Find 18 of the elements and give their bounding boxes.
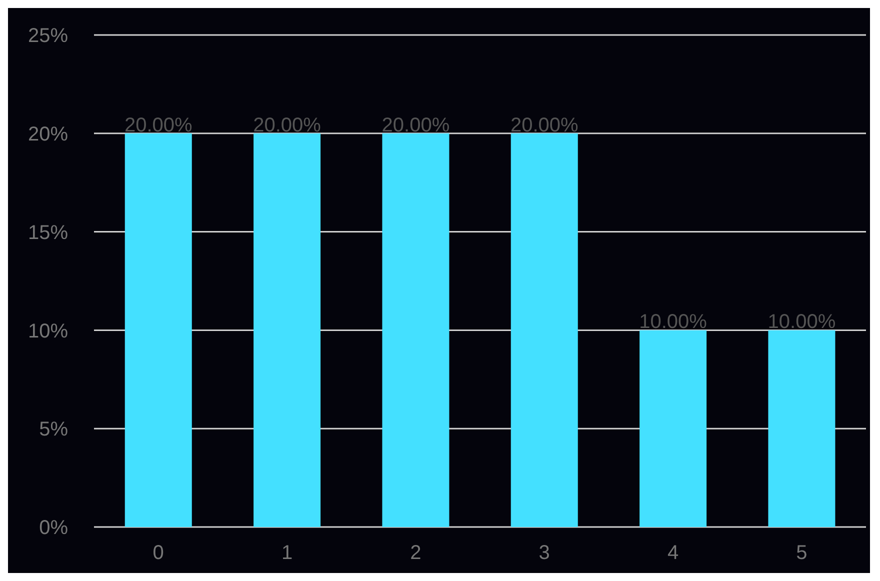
y-tick-label: 15% bbox=[28, 222, 68, 244]
data-label: 10.00% bbox=[639, 311, 708, 334]
data-label: 20.00% bbox=[510, 114, 579, 136]
y-tick-label: 5% bbox=[39, 418, 68, 441]
x-tick-label: 0 bbox=[152, 542, 164, 564]
y-tick-label: 0% bbox=[39, 517, 68, 540]
x-tick-label: 5 bbox=[796, 542, 808, 564]
data-label: 10.00% bbox=[768, 311, 836, 334]
data-label: 20.00% bbox=[382, 114, 450, 136]
y-tick-label: 10% bbox=[28, 320, 68, 342]
x-tick-label: 2 bbox=[410, 542, 422, 564]
data-label: 20.00% bbox=[124, 114, 193, 136]
x-tick-label: 1 bbox=[281, 542, 293, 564]
y-tick-label: 25% bbox=[28, 25, 68, 48]
x-tick-label: 3 bbox=[538, 542, 550, 564]
x-tick-label: 4 bbox=[667, 542, 679, 564]
y-tick-label: 20% bbox=[28, 124, 68, 146]
data-label: 20.00% bbox=[253, 114, 322, 136]
